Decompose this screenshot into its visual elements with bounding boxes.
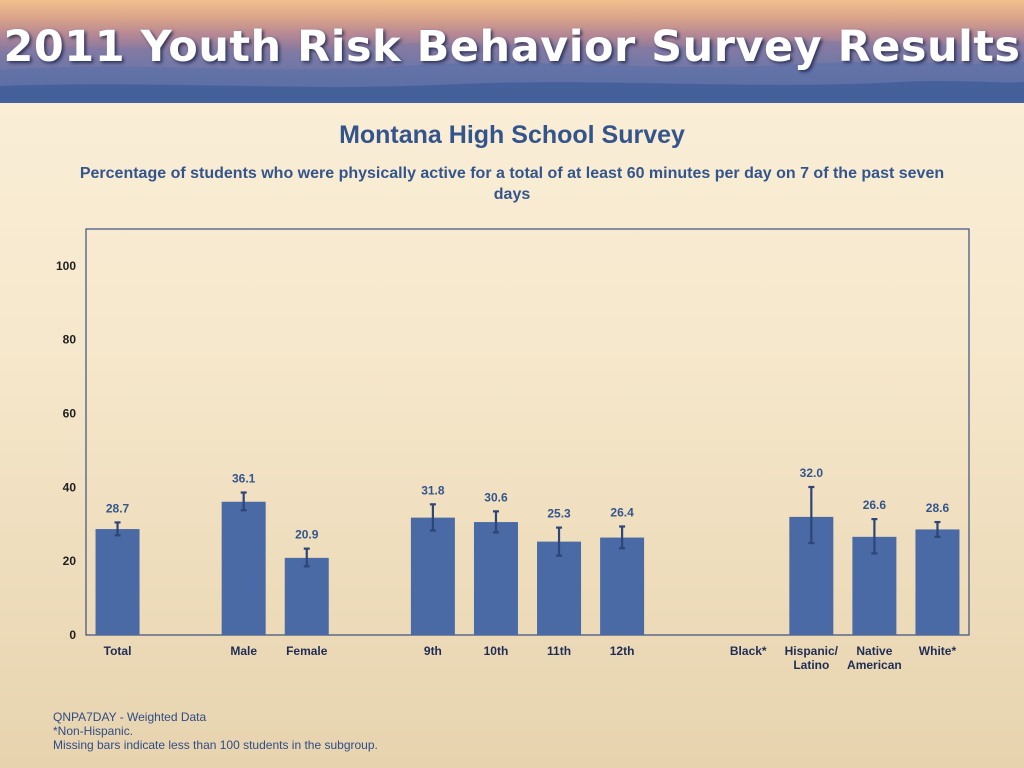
y-tick-label: 80	[63, 333, 77, 347]
x-tick-label: Total	[104, 644, 132, 658]
x-tick-label: 11th	[547, 644, 571, 658]
footnotes: QNPA7DAY - Weighted Data *Non-Hispanic. …	[53, 710, 378, 752]
bar	[915, 529, 960, 635]
x-tick-label: White*	[919, 644, 957, 658]
bar	[284, 557, 329, 635]
banner: 2011 Youth Risk Behavior Survey Results	[0, 0, 1024, 103]
data-label: 28.6	[926, 501, 950, 515]
bar	[221, 501, 266, 635]
plot-frame	[85, 228, 970, 636]
x-tick-label: American	[847, 658, 902, 672]
bar	[537, 541, 582, 635]
footnote-missing-bars: Missing bars indicate less than 100 stud…	[53, 738, 378, 752]
y-tick-label: 20	[63, 554, 77, 568]
x-tick-label: Male	[230, 644, 257, 658]
bar-chart: 0 20 40 60 80 100 Total 28.7 Male 36.1 Female 20.9 9…	[56, 228, 970, 672]
data-label: 26.4	[610, 505, 634, 519]
bar	[95, 529, 140, 635]
y-tick-label: 100	[56, 259, 76, 273]
chart-subtitle: Percentage of students who were physical…	[79, 165, 945, 203]
banner-mountains	[0, 40, 1024, 103]
x-tick-label: Female	[286, 644, 328, 658]
bar	[473, 522, 518, 635]
data-label: 36.1	[232, 472, 256, 486]
data-label: 26.6	[863, 498, 887, 512]
data-label: 31.8	[421, 483, 445, 497]
x-tick-label: Native	[856, 644, 892, 658]
y-tick-label: 0	[69, 628, 76, 642]
banner-title: 2011 Youth Risk Behavior Survey Results	[3, 22, 1021, 72]
y-tick-label: 40	[63, 480, 77, 494]
x-tick-label: 9th	[424, 644, 442, 658]
data-label: 32.0	[800, 466, 824, 480]
footnote-data-source: QNPA7DAY - Weighted Data	[53, 710, 207, 724]
x-tick-label: 12th	[610, 644, 635, 658]
bar	[410, 517, 455, 635]
chart-title: Montana High School Survey	[339, 121, 685, 149]
data-label: 30.6	[484, 490, 508, 504]
footnote-non-hispanic: *Non-Hispanic.	[53, 724, 134, 738]
x-tick-label: 10th	[484, 644, 509, 658]
x-tick-label: Latino	[793, 658, 829, 672]
bar	[600, 537, 645, 635]
data-label: 28.7	[106, 501, 130, 515]
x-tick-label: Hispanic/	[785, 644, 839, 658]
data-label: 25.3	[547, 507, 571, 521]
x-tick-label: Black*	[730, 644, 767, 658]
y-tick-label: 60	[63, 407, 77, 421]
data-label: 20.9	[295, 528, 319, 542]
